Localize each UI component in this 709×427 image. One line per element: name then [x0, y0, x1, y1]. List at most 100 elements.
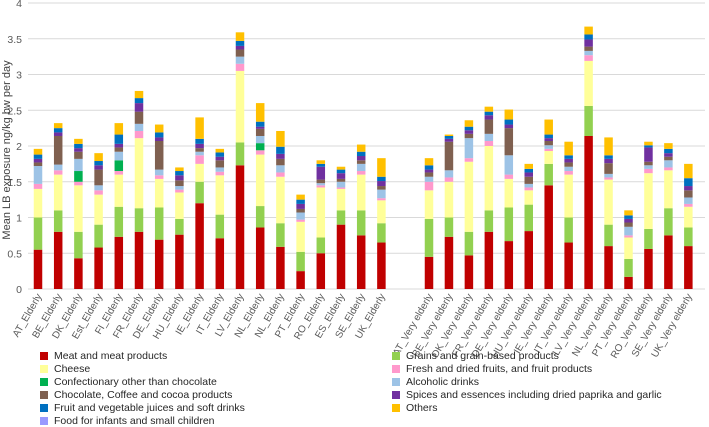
bar-segment: [504, 207, 514, 242]
bar-segment: [644, 173, 653, 229]
bar-segment: [684, 227, 693, 247]
bar-segment: [564, 162, 573, 167]
bar-segment: [195, 138, 204, 144]
bar-segment: [235, 45, 245, 50]
bar-segment: [255, 206, 265, 228]
bar-segment: [33, 148, 43, 155]
bar-segment: [684, 163, 693, 179]
bar-segment: [215, 238, 225, 289]
bar-segment: [644, 168, 653, 174]
bar-segment: [316, 166, 326, 180]
bar-segment: [544, 119, 553, 135]
bar-segment: [604, 177, 613, 180]
bar-segment: [154, 239, 164, 289]
bar-segment: [624, 237, 633, 259]
legend-label: Cheese: [54, 363, 91, 375]
legend-item: Meat and meat products: [40, 350, 392, 362]
bar-segment: [524, 176, 533, 184]
gridlines: [28, 2, 705, 290]
bar-segment: [215, 148, 225, 153]
bar-segment: [195, 163, 204, 182]
bar-segment: [504, 174, 514, 179]
bar-segment: [296, 221, 305, 252]
bar-segment: [114, 160, 124, 172]
bar-segment: [564, 141, 573, 156]
bar-segment: [154, 140, 164, 170]
bar-segment: [504, 119, 514, 125]
y-tick-label: 4: [16, 0, 22, 10]
bar-segment: [255, 121, 265, 127]
bar-segment: [504, 109, 514, 120]
bar-segment: [644, 228, 653, 249]
bar-segment: [644, 145, 653, 148]
bar-segment: [114, 151, 124, 161]
bar-segment: [424, 256, 434, 289]
bar-segment: [664, 153, 673, 157]
bar-segment: [94, 247, 103, 289]
bar-segment: [464, 133, 474, 139]
bar-segment: [316, 185, 326, 188]
bar-segment: [377, 189, 386, 199]
legend-label: Alcoholic drinks: [406, 376, 479, 388]
legend-swatch: [392, 391, 400, 399]
bar-segment: [134, 130, 144, 139]
bar-segment: [134, 103, 144, 112]
bar-segment: [215, 167, 225, 172]
legend-item: Fresh and dried fruits, and fruit produc…: [392, 363, 692, 375]
bar-segment: [444, 135, 454, 139]
bar-segment: [336, 224, 346, 289]
bar-segment: [424, 165, 434, 170]
bar-segment: [316, 253, 326, 289]
bar-segment: [134, 138, 144, 209]
bar-segment: [544, 148, 553, 152]
bar-stack: [175, 167, 184, 289]
bar-segment: [154, 178, 164, 208]
bar-segment: [336, 181, 346, 188]
bar-segment: [684, 186, 693, 191]
bar-segment: [316, 163, 326, 167]
bar-stack: [74, 138, 83, 289]
bar-segment: [644, 147, 653, 162]
bar-segment: [316, 237, 326, 254]
bar-segment: [33, 158, 43, 163]
bar-segment: [624, 222, 633, 227]
bar-segment: [356, 156, 366, 161]
bar-stack: [316, 160, 326, 289]
legend-swatch: [40, 352, 48, 360]
bar-segment: [624, 218, 633, 223]
y-tick-label: 1: [16, 213, 22, 225]
bar-segment: [276, 158, 285, 166]
bar-segment: [424, 176, 434, 182]
bar-segment: [195, 148, 204, 152]
bar-segment: [175, 192, 184, 219]
legend-swatch: [40, 391, 48, 399]
bar-segment: [624, 226, 633, 236]
bar-segment: [276, 153, 285, 159]
bar-segment: [53, 132, 63, 136]
legend-swatch: [392, 352, 400, 360]
bar-segment: [524, 172, 533, 177]
bar-segment: [444, 217, 454, 237]
bar-segment: [684, 246, 693, 289]
bar-segment: [584, 39, 593, 47]
bar-segment: [296, 199, 305, 204]
bar-segment: [195, 181, 204, 204]
legend-item: Chocolate, Coffee and cocoa products: [40, 389, 392, 401]
bar-segment: [424, 169, 434, 173]
bar-segment: [564, 155, 573, 159]
bar-segment: [215, 160, 225, 168]
bar-stack: [684, 163, 693, 289]
bar-segment: [444, 138, 454, 142]
bar-segment: [154, 169, 164, 176]
bar-segment: [114, 123, 124, 135]
bar-segment: [464, 255, 474, 289]
bar-stack: [134, 90, 144, 289]
bar-segment: [114, 143, 124, 148]
bar-segment: [296, 219, 305, 222]
bar-segment: [316, 160, 326, 164]
bar-segment: [316, 179, 326, 184]
bar-segment: [33, 217, 43, 250]
bar-segment: [464, 231, 474, 256]
bar-segment: [424, 218, 434, 257]
bar-segment: [114, 236, 124, 289]
